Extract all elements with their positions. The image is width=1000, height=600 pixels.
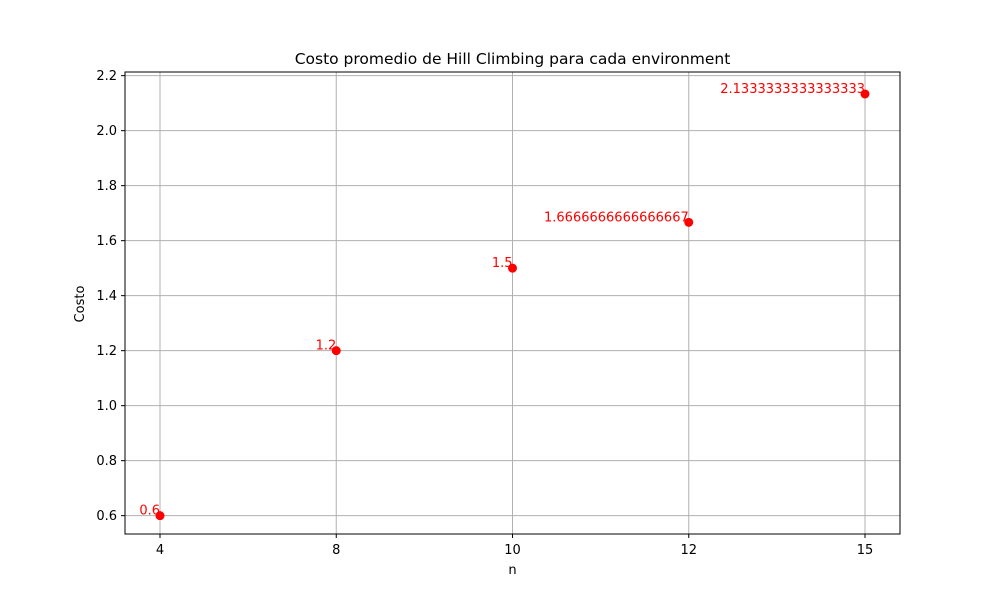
data-label: 1.2: [316, 339, 337, 354]
x-tick-label: 10: [504, 543, 521, 558]
x-tick-label: 4: [156, 543, 164, 558]
y-axis-label: Costo: [73, 286, 88, 323]
y-tick-label: 1.0: [96, 399, 117, 414]
y-tick-label: 2.0: [96, 124, 117, 139]
chart-title: Costo promedio de Hill Climbing para cad…: [295, 50, 731, 68]
scatter-point: [684, 217, 694, 227]
y-tick-label: 1.4: [96, 289, 117, 304]
scatter-point: [508, 263, 517, 273]
plot-frame: [124, 71, 901, 535]
y-tick-label: 1.6: [96, 234, 117, 249]
y-tick-label: 0.6: [96, 509, 117, 524]
scatter-point: [331, 346, 341, 356]
x-tick-label: 8: [332, 543, 340, 558]
x-tick-label: 12: [680, 543, 697, 558]
y-tick-label: 0.8: [96, 454, 117, 469]
scatter-point: [155, 511, 165, 521]
data-labels: 0.6 1.2 1.5 1.6666666666666667 2.13333333333…: [139, 82, 865, 519]
y-tick-label: 1.8: [96, 179, 117, 194]
x-axis-ticks: 4 8 10 12 15: [156, 534, 873, 558]
y-tick-label: 1.2: [96, 344, 117, 359]
data-label: 1.6666666666666667: [544, 210, 689, 225]
scatter-point: [860, 89, 870, 99]
data-points: [155, 89, 870, 521]
data-label: 0.6: [139, 504, 160, 519]
x-tick-label: 15: [857, 543, 874, 558]
y-axis-ticks: 0.6 0.8 1.0 1.2 1.4 1.6 1.8 2.0 2.2: [96, 69, 125, 524]
y-tick-label: 2.2: [96, 69, 117, 84]
data-label: 1.5: [492, 256, 513, 271]
data-label: 2.1333333333333333: [720, 82, 865, 97]
x-axis-label: n: [508, 563, 516, 578]
grid: [125, 72, 900, 534]
